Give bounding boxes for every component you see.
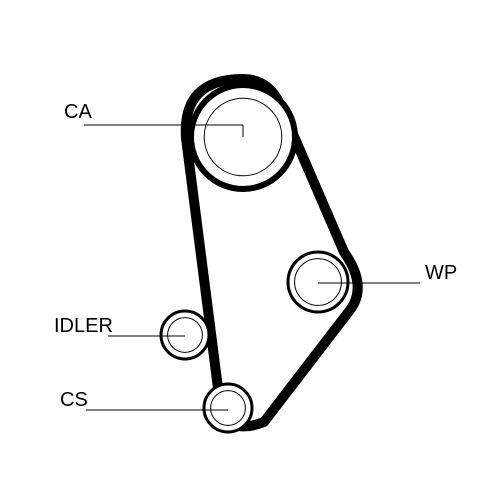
- pulley-cs-inner: [211, 391, 246, 426]
- label-idler: IDLER: [54, 315, 113, 337]
- pulley-wp-inner: [295, 259, 342, 306]
- pulley-wp: [288, 252, 348, 312]
- belt-diagram: CA WP IDLER CS: [0, 0, 500, 500]
- pulley-cs: [204, 384, 252, 432]
- label-wp: WP: [425, 262, 457, 284]
- label-ca: CA: [64, 101, 92, 123]
- label-cs: CS: [60, 389, 88, 411]
- pulley-idler-inner: [168, 318, 203, 353]
- pulley-idler: [161, 311, 209, 359]
